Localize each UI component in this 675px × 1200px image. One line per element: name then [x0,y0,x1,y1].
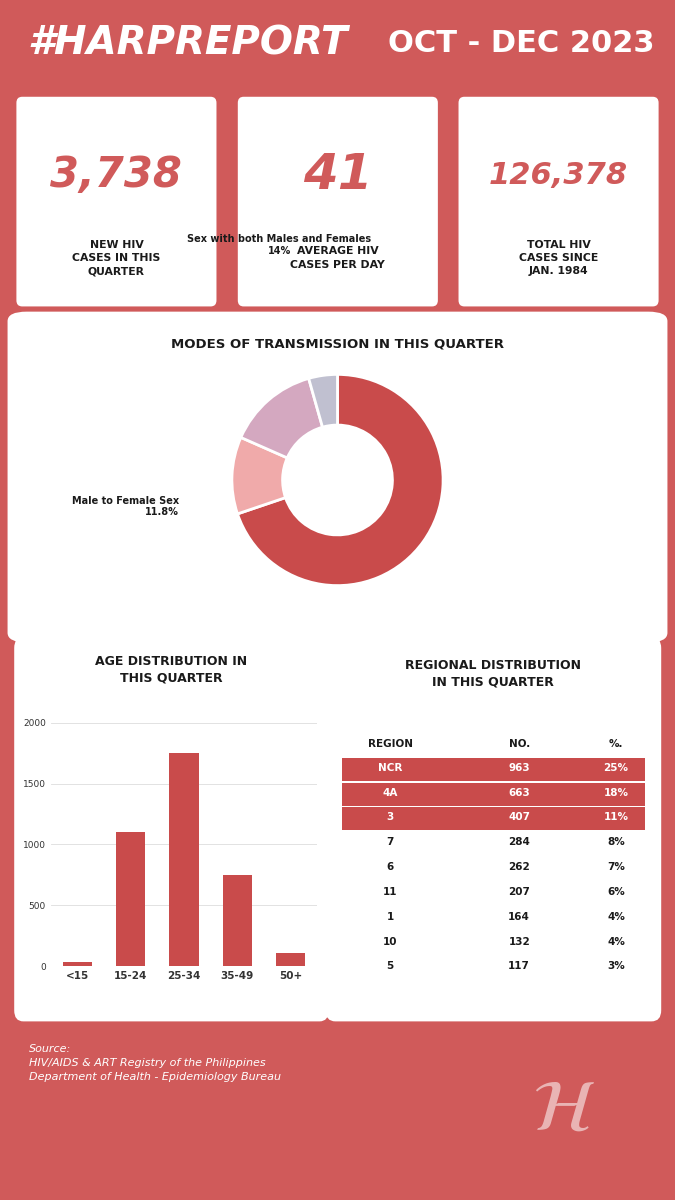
Text: 164: 164 [508,912,530,922]
Text: AVERAGE HIV
CASES PER DAY: AVERAGE HIV CASES PER DAY [290,246,385,270]
Bar [116,833,145,966]
Text: NCR: NCR [378,763,402,773]
Text: 7: 7 [387,838,394,847]
Text: NO.: NO. [508,739,530,749]
Wedge shape [238,374,443,586]
Text: 3%: 3% [607,961,625,971]
Text: 4%: 4% [607,912,625,922]
Text: Male to Female Sex
11.8%: Male to Female Sex 11.8% [72,496,179,517]
Text: $\mathcal{H}$: $\mathcal{H}$ [532,1075,595,1145]
Text: 6: 6 [387,862,394,872]
Text: 4A: 4A [383,787,398,798]
Text: 1: 1 [387,912,394,922]
Text: 262: 262 [508,862,530,872]
Text: #HARPREPORT: #HARPREPORT [27,25,348,62]
Bar [223,875,252,966]
Text: TOTAL HIV
CASES SINCE
JAN. 1984: TOTAL HIV CASES SINCE JAN. 1984 [519,240,598,276]
Text: 11: 11 [383,887,398,896]
Text: 11%: 11% [603,812,628,822]
Bar [169,754,198,966]
Text: 126,378: 126,378 [489,161,628,190]
Text: REGIONAL DISTRIBUTION
IN THIS QUARTER: REGIONAL DISTRIBUTION IN THIS QUARTER [406,659,581,688]
FancyBboxPatch shape [342,758,645,781]
FancyBboxPatch shape [342,808,645,830]
Text: 18%: 18% [603,787,628,798]
Wedge shape [241,378,323,458]
Text: Source:
HIV/AIDS & ART Registry of the Philippines
Department of Health - Epidem: Source: HIV/AIDS & ART Registry of the P… [29,1044,281,1082]
FancyBboxPatch shape [325,637,662,1021]
Text: MODES OF TRANSMISSION IN THIS QUARTER: MODES OF TRANSMISSION IN THIS QUARTER [171,337,504,350]
Text: REGION: REGION [368,739,412,749]
Text: NEW HIV
CASES IN THIS
QUARTER: NEW HIV CASES IN THIS QUARTER [72,240,161,276]
Text: 41: 41 [303,151,373,199]
FancyBboxPatch shape [458,97,659,306]
Text: 207: 207 [508,887,530,896]
Text: 963: 963 [508,763,530,773]
FancyBboxPatch shape [342,782,645,805]
Wedge shape [232,438,288,514]
Text: 407: 407 [508,812,531,822]
FancyBboxPatch shape [238,97,438,306]
Bar [276,953,305,966]
Text: %.: %. [609,739,623,749]
FancyBboxPatch shape [14,637,329,1021]
Text: 117: 117 [508,961,530,971]
Text: Sex with both Males and Females
14%: Sex with both Males and Females 14% [188,234,371,256]
Text: 663: 663 [508,787,530,798]
Text: 284: 284 [508,838,530,847]
Text: 3: 3 [387,812,394,822]
Text: 25%: 25% [603,763,628,773]
Text: OCT - DEC 2023: OCT - DEC 2023 [388,29,655,59]
Text: Male to Male Sex
69.8%: Male to Male Sex 69.8% [496,746,590,768]
Text: 7%: 7% [607,862,625,872]
Text: 10: 10 [383,936,398,947]
Text: 3,738: 3,738 [51,155,182,197]
FancyBboxPatch shape [16,97,217,306]
Text: 5: 5 [387,961,394,971]
Text: 8%: 8% [607,838,625,847]
Text: 132: 132 [508,936,530,947]
Bar [63,962,92,966]
FancyBboxPatch shape [7,312,668,642]
Text: 6%: 6% [607,887,625,896]
Wedge shape [308,374,338,427]
Text: 4%: 4% [607,936,625,947]
Text: AGE DISTRIBUTION IN
THIS QUARTER: AGE DISTRIBUTION IN THIS QUARTER [95,655,248,684]
